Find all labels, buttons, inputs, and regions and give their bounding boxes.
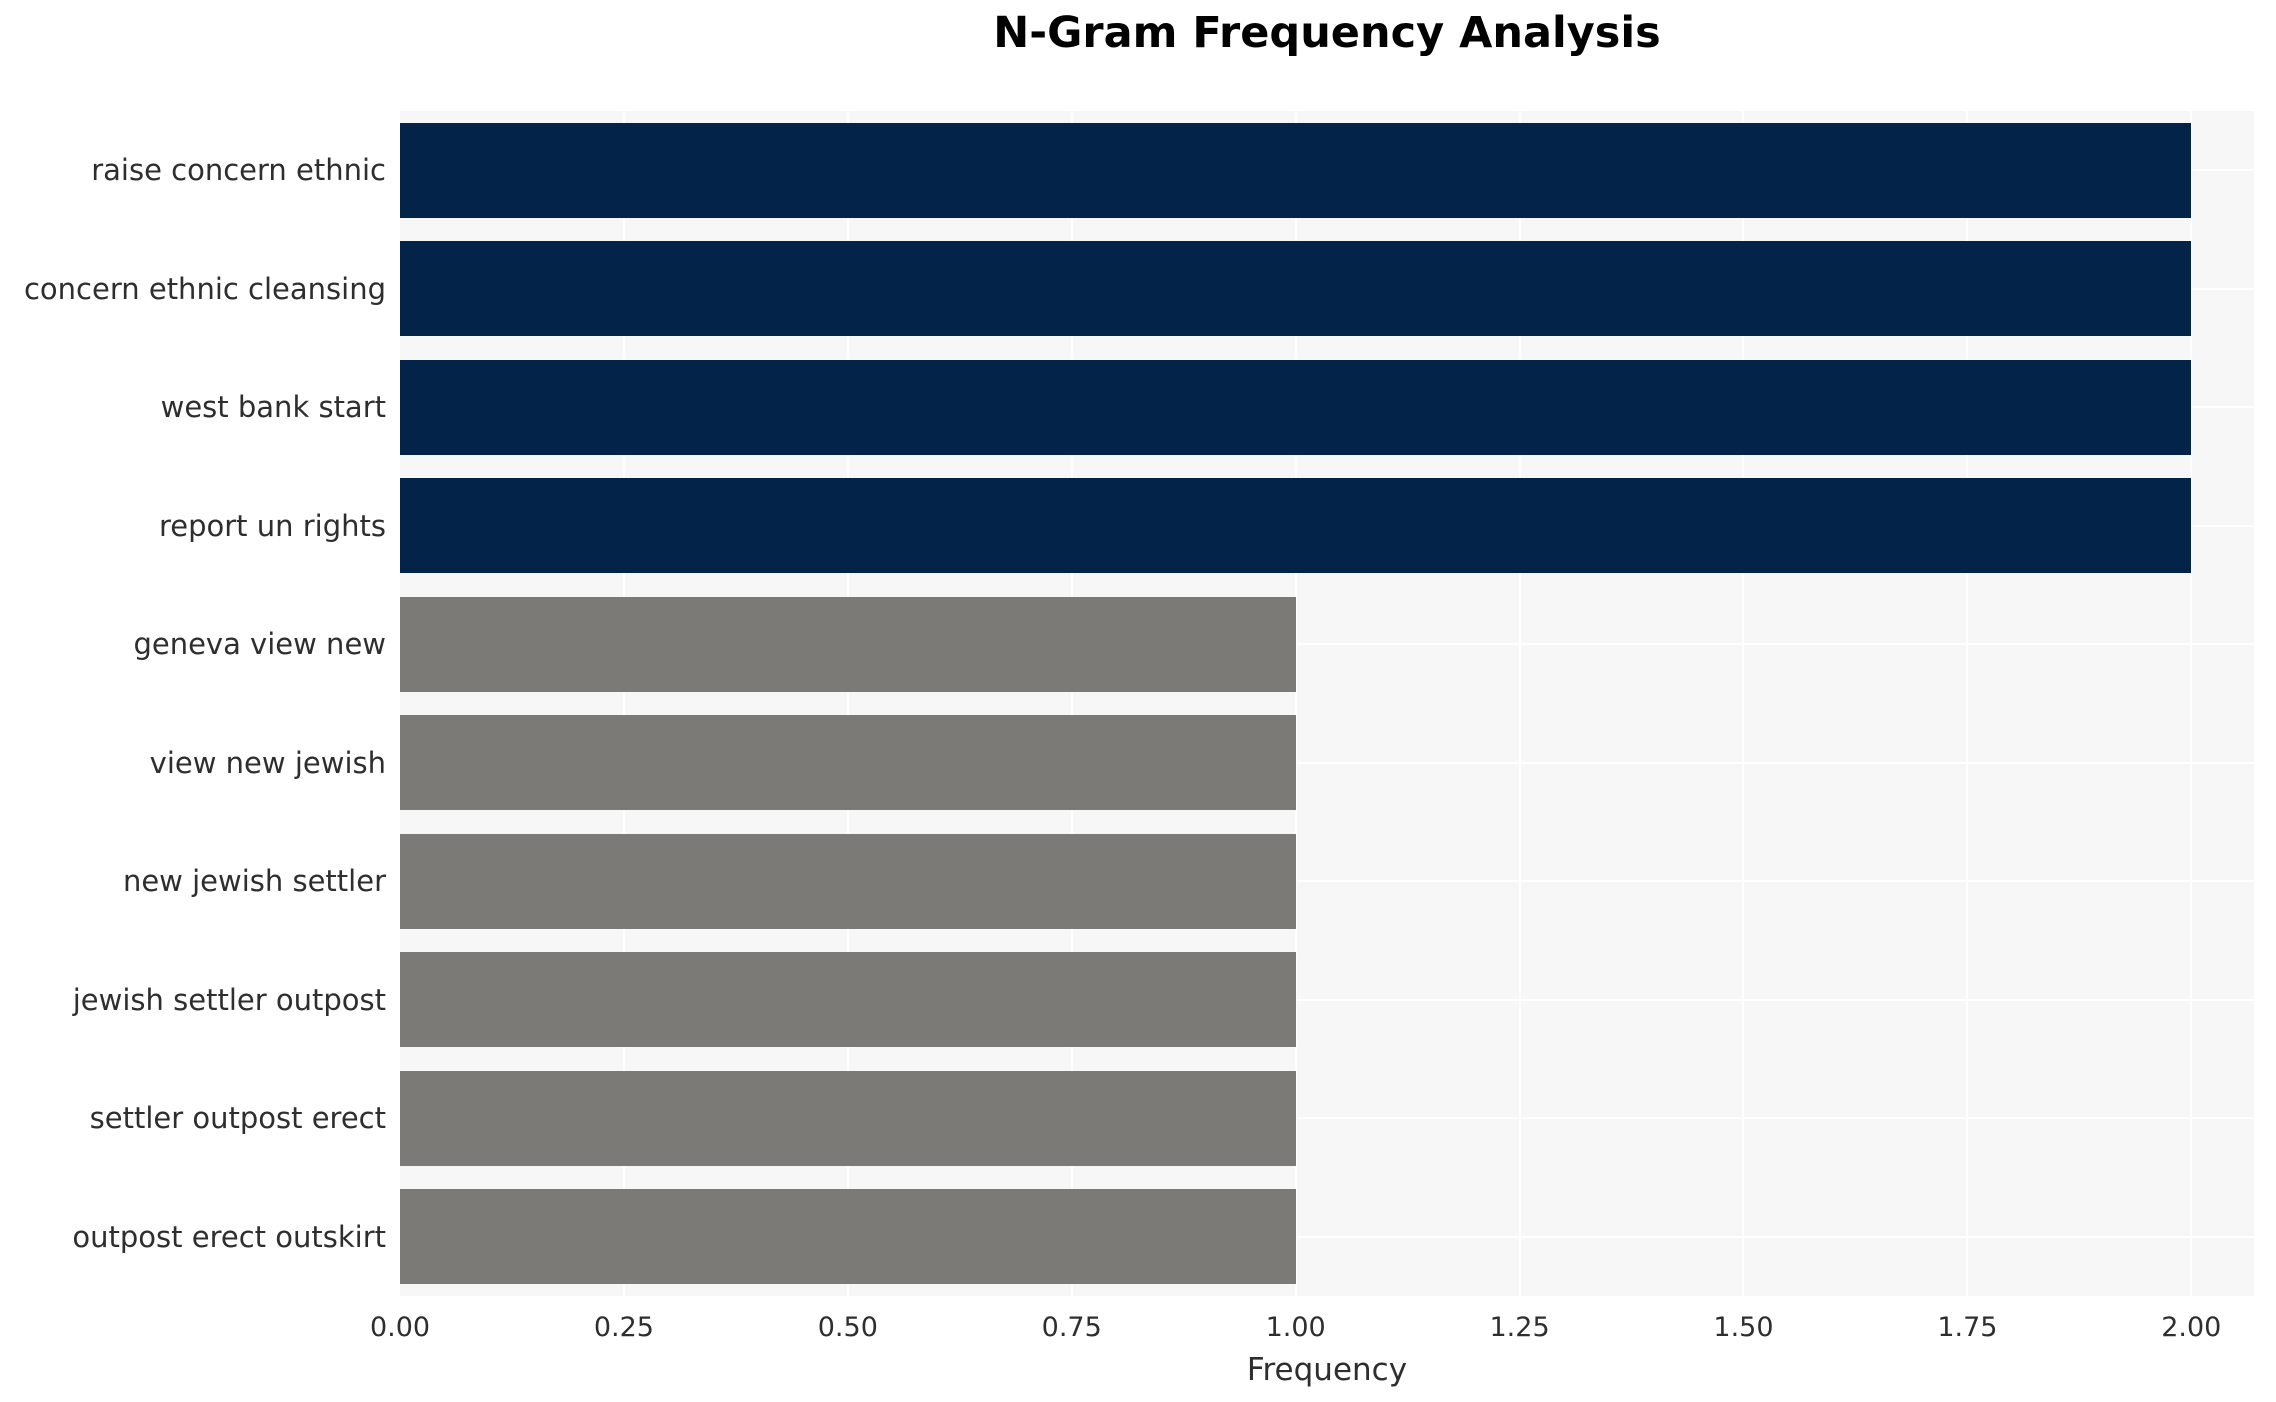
vertical-gridline xyxy=(622,111,625,1296)
bar xyxy=(400,715,1296,810)
bar xyxy=(400,834,1296,929)
y-axis-tick-label: outpost erect outskirt xyxy=(72,1219,386,1254)
horizontal-gridline xyxy=(400,761,2254,764)
vertical-gridline xyxy=(1294,111,1297,1296)
bar xyxy=(400,1189,1296,1284)
x-axis-tick-label: 1.00 xyxy=(1265,1312,1326,1343)
chart-title: N-Gram Frequency Analysis xyxy=(993,8,1661,58)
y-axis-tick-label: west bank start xyxy=(160,390,386,425)
horizontal-gridline xyxy=(400,998,2254,1001)
x-axis-tick-label: 1.75 xyxy=(1937,1312,1998,1343)
y-axis-tick-label: settler outpost erect xyxy=(89,1101,386,1136)
x-axis-label: Frequency xyxy=(1246,1352,1408,1388)
bar xyxy=(400,241,2192,336)
x-axis-tick-label: 0.50 xyxy=(817,1312,878,1343)
bar xyxy=(400,952,1296,1047)
vertical-gridline xyxy=(846,111,849,1296)
plot-area xyxy=(400,111,2254,1296)
x-axis-tick-label: 0.25 xyxy=(593,1312,654,1343)
y-axis-tick-label: view new jewish xyxy=(149,745,386,780)
bar xyxy=(400,597,1296,692)
y-axis-tick-label: concern ethnic cleansing xyxy=(23,271,386,306)
horizontal-gridline xyxy=(400,880,2254,883)
bar xyxy=(400,478,2192,573)
x-axis-tick-label: 1.25 xyxy=(1489,1312,1550,1343)
vertical-gridline xyxy=(1518,111,1521,1296)
y-axis-tick-label: jewish settler outpost xyxy=(72,982,386,1017)
horizontal-gridline xyxy=(400,643,2254,646)
bar xyxy=(400,360,2192,455)
x-axis-tick-label: 0.00 xyxy=(369,1312,431,1343)
y-axis-tick-label: report un rights xyxy=(158,508,386,543)
x-axis-tick-label: 1.50 xyxy=(1713,1312,1774,1343)
vertical-gridline xyxy=(2190,111,2193,1296)
horizontal-gridline xyxy=(400,1235,2254,1238)
horizontal-gridline xyxy=(400,1117,2254,1120)
y-axis-tick-label: geneva view new xyxy=(133,627,386,662)
vertical-gridline xyxy=(1070,111,1073,1296)
y-axis-tick-label: new jewish settler xyxy=(122,864,386,899)
y-axis-tick-label: raise concern ethnic xyxy=(91,153,386,188)
vertical-gridline xyxy=(1742,111,1745,1296)
x-axis-tick-label: 2.00 xyxy=(2161,1312,2222,1343)
x-axis-tick-label: 0.75 xyxy=(1041,1312,1102,1343)
bar xyxy=(400,123,2192,218)
vertical-gridline xyxy=(1966,111,1969,1296)
bar xyxy=(400,1071,1296,1166)
